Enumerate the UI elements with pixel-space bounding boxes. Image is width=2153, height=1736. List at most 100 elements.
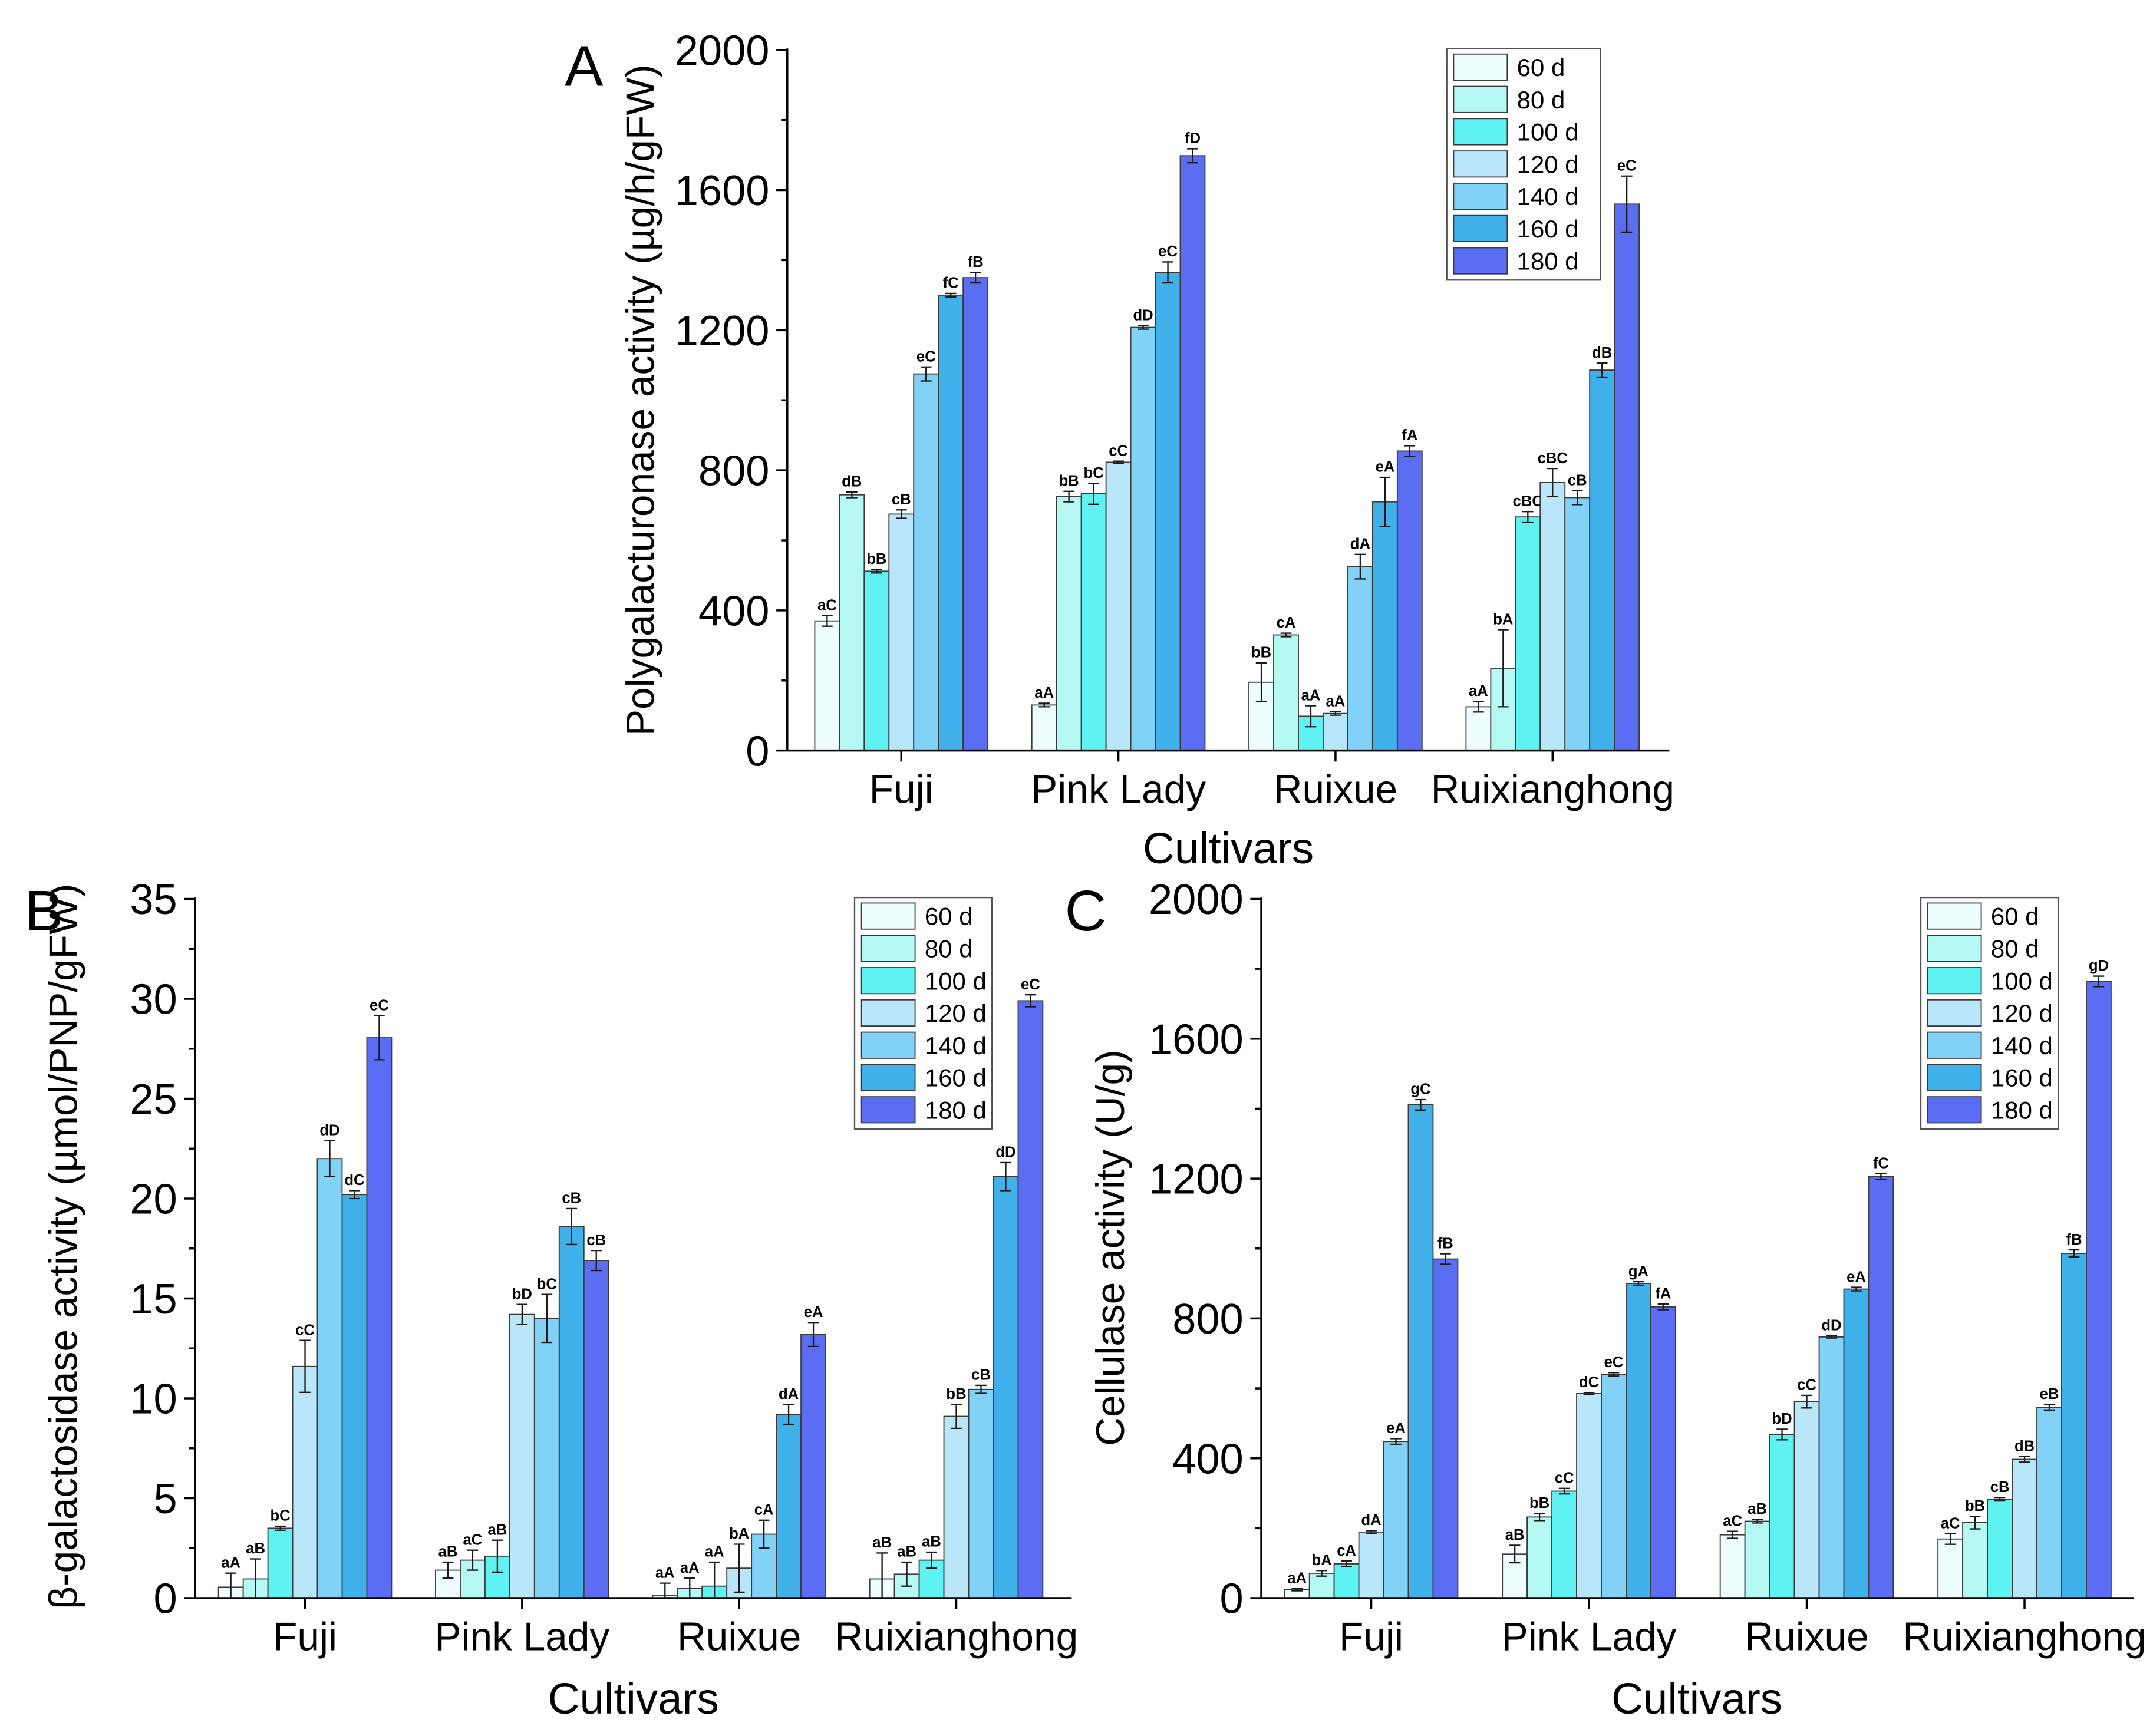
error-bar-a-ruixue-100-d (1305, 705, 1317, 728)
plot-area-b: aA aB bC cC dD dC eC aB aC aB bD bC cB cB aA aA aA bA cA dA… (130, 876, 1078, 1659)
bar-b-ruixianghong-140-d (968, 1388, 994, 1599)
bar-label-c-pink-lady-160-d: gA (1628, 1263, 1648, 1280)
y-axis-title-b: β-galactosidase activity (µmol/PNP/gFW) (42, 884, 86, 1609)
error-bar-a-pink-lady-180-d (1187, 148, 1198, 164)
bar-a-fuji-120-d (888, 513, 915, 751)
bar-a-pink-lady-100-d (1080, 493, 1107, 751)
legend-c: 60 d 80 d 100 d 120 d 140 d 160 d 180 d (1920, 896, 2059, 1130)
bar-label-c-ruixue-120-d: cC (1797, 1377, 1816, 1394)
error-bar-a-fuji-160-d (945, 292, 957, 298)
x-tick-label-ruixue: Ruixue (1745, 1615, 1868, 1659)
bar-b-pink-lady-120-d (509, 1313, 535, 1599)
y-tick-label: 0 (746, 728, 769, 775)
bar-a-fuji-180-d (962, 277, 989, 751)
bar-label-b-fuji-180-d: eC (370, 997, 389, 1014)
error-bar-c-ruixianghong-100-d (1994, 1497, 2006, 1502)
bar-c-ruixue-100-d (1769, 1434, 1795, 1599)
legend-label-160-d: 160 d (925, 1064, 987, 1092)
x-tick-label-pink-lady: Pink Lady (1502, 1615, 1677, 1659)
x-tick-label-pink-lady: Pink Lady (434, 1615, 609, 1659)
legend-item-180-d: 180 d (860, 1096, 987, 1124)
bar-label-c-ruixue-140-d: dD (1821, 1318, 1841, 1334)
error-bar-b-ruixue-140-d (758, 1519, 770, 1549)
bar-group-a-fuji: aC dB bB cB eC fC fB (814, 254, 989, 751)
bar-a-pink-lady-140-d (1130, 326, 1156, 751)
bar-label-b-ruixianghong-100-d: aB (922, 1534, 941, 1550)
bar-b-ruixianghong-120-d (943, 1415, 970, 1599)
bar-label-c-fuji-100-d: cA (1337, 1543, 1356, 1559)
legend-label-100-d: 100 d (1991, 967, 2053, 995)
bars-a: aC dB bB cB eC fC fB aA bB bC cC dD eC fD bB cA aA aA dA eA… (814, 130, 1640, 751)
error-bar-a-pink-lady-100-d (1088, 482, 1099, 505)
bar-label-c-ruixue-60-d: aC (1723, 1513, 1742, 1529)
bar-label-b-ruixue-160-d: dA (779, 1386, 799, 1402)
y-tick-label: 25 (130, 1076, 177, 1123)
bar-label-c-ruixianghong-100-d: cB (1990, 1479, 2010, 1496)
legend-item-180-d: 180 d (1927, 1096, 2053, 1124)
y-tick-label: 1200 (1149, 1156, 1244, 1203)
bar-b-fuji-120-d (292, 1365, 318, 1599)
bar-label-c-pink-lady-80-d: bB (1529, 1495, 1549, 1511)
bar-c-ruixianghong-120-d (2012, 1458, 2037, 1599)
bar-a-ruixianghong-60-d (1465, 706, 1492, 751)
bar-label-c-pink-lady-60-d: aB (1505, 1527, 1525, 1543)
y-tick-label: 2000 (1149, 876, 1244, 923)
bar-c-ruixue-160-d (1843, 1288, 1870, 1599)
bar-label-a-fuji-140-d: eC (916, 348, 936, 365)
y-tick-label: 15 (130, 1276, 177, 1323)
bar-c-ruixue-120-d (1793, 1401, 1820, 1599)
bar-b-fuji-160-d (341, 1194, 368, 1599)
bar-a-ruixue-180-d (1396, 450, 1423, 751)
bar-label-b-ruixianghong-60-d: aB (872, 1534, 892, 1551)
bar-label-b-ruixianghong-120-d: bB (946, 1386, 966, 1402)
bar-label-b-fuji-60-d: aA (221, 1555, 240, 1571)
legend-swatch-80-d (1927, 935, 1982, 962)
bar-label-c-fuji-160-d: gC (1410, 1081, 1430, 1098)
bar-label-a-fuji-80-d: dB (842, 474, 862, 490)
bar-label-a-ruixianghong-160-d: dB (1592, 345, 1612, 361)
error-bar-a-ruixue-140-d (1354, 553, 1366, 580)
bar-a-ruixianghong-120-d (1539, 481, 1566, 751)
legend-label-100-d: 100 d (1517, 118, 1579, 146)
legend-item-160-d: 160 d (1927, 1064, 2053, 1092)
bar-c-ruixianghong-140-d (2036, 1407, 2062, 1599)
legend-label-140-d: 140 d (1991, 1032, 2053, 1060)
error-bar-b-ruixianghong-80-d (901, 1561, 912, 1587)
bar-label-a-ruixianghong-60-d: aA (1469, 683, 1488, 699)
bar-label-b-pink-lady-60-d: aB (438, 1544, 458, 1560)
legend-item-160-d: 160 d (1453, 214, 1579, 243)
legend-swatch-100-d (1453, 118, 1508, 146)
legend-label-180-d: 180 d (1517, 247, 1579, 275)
legend-item-160-d: 160 d (860, 1064, 987, 1092)
error-bar-b-fuji-120-d (299, 1339, 311, 1394)
bar-label-a-fuji-180-d: fB (968, 254, 984, 270)
panel-letter-b: B (25, 878, 63, 943)
bar-group-c-fuji: aA bA cA dA eA gC fB (1284, 1081, 1459, 1599)
legend-swatch-160-d (1927, 1064, 1982, 1091)
bar-c-ruixianghong-60-d (1937, 1538, 1964, 1599)
bar-label-c-ruixianghong-120-d: dB (2014, 1438, 2035, 1454)
legend-item-60-d: 60 d (860, 902, 973, 930)
error-bar-a-pink-lady-120-d (1113, 460, 1124, 464)
bar-label-a-ruixianghong-140-d: cB (1568, 472, 1587, 489)
x-tick-label-ruixue: Ruixue (1274, 767, 1397, 811)
legend-item-80-d: 80 d (1453, 85, 1565, 114)
y-axis-title-c: Cellulase activity (U/g) (1089, 1049, 1133, 1445)
bar-a-ruixue-80-d (1273, 634, 1299, 751)
legend-swatch-100-d (860, 967, 916, 995)
bar-label-c-fuji-180-d: fB (1437, 1235, 1453, 1252)
bar-label-a-fuji-100-d: bB (866, 551, 886, 567)
bars-b: aA aB bC cC dD dC eC aB aC aB bD bC cB cB aA aA aA bA cA dA… (217, 976, 1044, 1599)
legend-label-60-d: 60 d (1517, 54, 1565, 81)
bar-label-c-ruixue-100-d: bD (1772, 1411, 1792, 1427)
bar-c-fuji-160-d (1407, 1104, 1434, 1599)
bar-group-c-ruixianghong: aC bB cB dB eB fB gD (1937, 958, 2112, 1599)
legend-a: 60 d 80 d 100 d 120 d 140 d 160 d 180 d (1446, 48, 1602, 281)
bar-label-c-pink-lady-120-d: dC (1579, 1374, 1599, 1391)
error-bar-a-ruixianghong-100-d (1522, 511, 1534, 523)
legend-label-60-d: 60 d (1991, 903, 2039, 930)
legend-item-120-d: 120 d (1453, 150, 1579, 178)
bar-label-b-fuji-100-d: bC (270, 1508, 290, 1524)
